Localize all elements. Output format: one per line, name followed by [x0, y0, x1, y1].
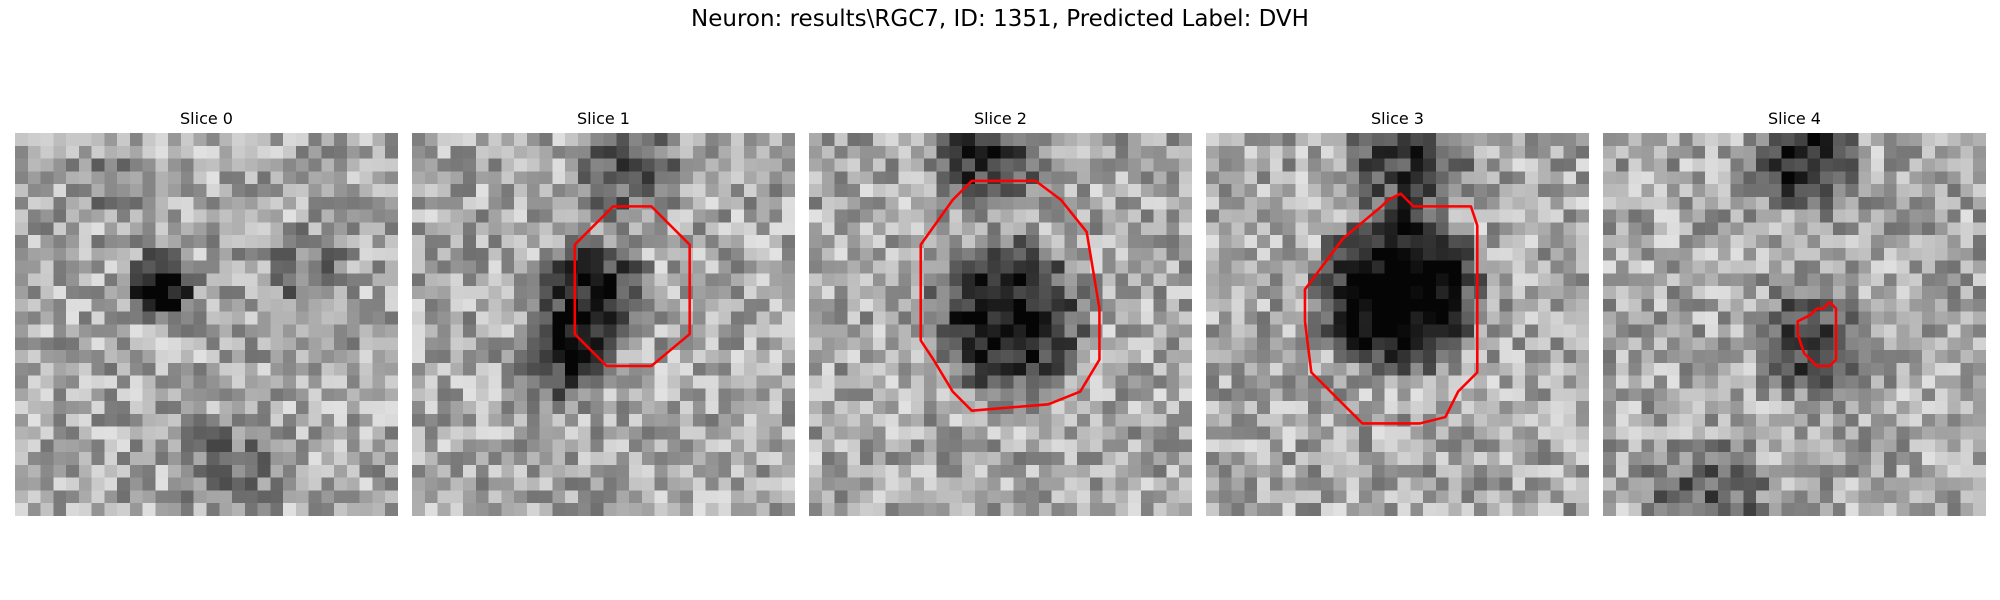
- slice-title: Slice 2: [974, 109, 1027, 128]
- roi-outline: [573, 205, 691, 368]
- slice-image: [15, 133, 398, 516]
- slice-title: Slice 4: [1768, 109, 1821, 128]
- roi-outline: [1796, 300, 1838, 368]
- slice-panel-3: Slice 3: [1206, 108, 1589, 516]
- slice-image: [1603, 133, 1986, 516]
- roi-outline: [919, 179, 1101, 412]
- slice-image: [1206, 133, 1589, 516]
- slice-title: Slice 1: [577, 109, 630, 128]
- slice-image: [809, 133, 1192, 516]
- figure-title: Neuron: results\RGC7, ID: 1351, Predicte…: [691, 6, 1309, 32]
- slice-title: Slice 3: [1371, 109, 1424, 128]
- slice-title: Slice 0: [180, 109, 233, 128]
- roi-outline: [1303, 192, 1479, 425]
- slice-panel-2: Slice 2: [809, 108, 1192, 516]
- slice-panel-0: Slice 0: [15, 108, 398, 516]
- slice-image: [412, 133, 795, 516]
- slice-panel-4: Slice 4: [1603, 108, 1986, 516]
- slice-panel-1: Slice 1: [412, 108, 795, 516]
